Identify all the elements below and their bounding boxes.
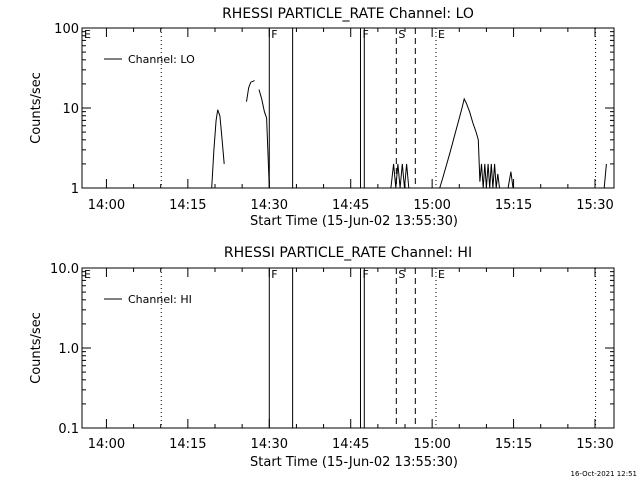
- series-line: [439, 97, 500, 189]
- legend-label: Channel: HI: [128, 293, 192, 306]
- event-marker-label: S: [398, 268, 405, 281]
- series-line: [603, 163, 607, 189]
- event-marker-label: E: [84, 28, 91, 41]
- chart-title: RHESSI PARTICLE_RATE Channel: LO: [222, 6, 474, 22]
- x-axis-label: Start Time (15-Jun-02 13:55:30): [250, 214, 458, 229]
- plot-frame: [81, 267, 615, 429]
- x-tick-label: 14:00: [88, 198, 125, 213]
- x-tick-label: 15:30: [576, 437, 613, 452]
- y-axis-label: Counts/sec: [29, 72, 44, 144]
- x-tick-label: 14:45: [332, 198, 369, 213]
- y-tick-label: 1: [71, 182, 79, 197]
- footer-timestamp: 16-Oct-2021 12:51: [571, 470, 637, 478]
- event-marker-label: E: [84, 268, 91, 281]
- chart-title: RHESSI PARTICLE_RATE Channel: HI: [224, 245, 472, 261]
- series-line: [246, 80, 255, 102]
- y-tick-label: 10.0: [50, 262, 79, 277]
- y-tick-label: 100: [54, 22, 79, 37]
- event-marker-label: E: [438, 28, 445, 41]
- event-marker-label: F: [271, 268, 277, 281]
- event-marker-label: F: [362, 28, 368, 41]
- series-line: [507, 171, 514, 189]
- x-tick-label: 14:45: [332, 437, 369, 452]
- x-tick-label: 14:30: [251, 198, 288, 213]
- y-tick-label: 0.1: [58, 422, 79, 437]
- x-tick-label: 14:00: [88, 437, 125, 452]
- x-tick-label: 15:00: [413, 198, 450, 213]
- series-line: [390, 163, 410, 189]
- x-tick-label: 14:30: [251, 437, 288, 452]
- series-line: [211, 109, 225, 189]
- series-line: [258, 89, 270, 189]
- x-tick-label: 15:00: [413, 437, 450, 452]
- x-tick-label: 15:30: [576, 198, 613, 213]
- event-marker-label: S: [398, 28, 405, 41]
- x-tick-label: 15:15: [495, 198, 532, 213]
- y-tick-label: 10: [62, 102, 79, 117]
- legend-label: Channel: LO: [128, 53, 195, 66]
- panel-lo-channel: RHESSI PARTICLE_RATE Channel: LO Counts/s…: [29, 6, 615, 229]
- x-axis-label: Start Time (15-Jun-02 13:55:30): [250, 455, 458, 470]
- event-marker-label: F: [362, 268, 368, 281]
- x-tick-label: 14:15: [169, 437, 206, 452]
- plot-frame: [81, 27, 615, 189]
- x-tick-label: 14:15: [169, 198, 206, 213]
- y-tick-label: 1.0: [58, 342, 79, 357]
- event-marker-label: E: [438, 268, 445, 281]
- x-tick-label: 15:15: [495, 437, 532, 452]
- panel-hi-channel: RHESSI PARTICLE_RATE Channel: HI Counts/s…: [29, 245, 615, 470]
- y-axis-label: Counts/sec: [29, 312, 44, 384]
- event-marker-label: F: [271, 28, 277, 41]
